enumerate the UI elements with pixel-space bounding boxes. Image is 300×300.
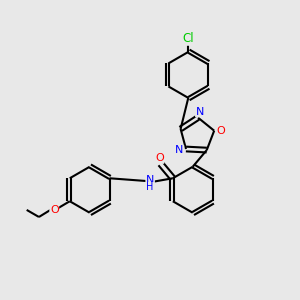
Text: O: O — [216, 126, 225, 136]
Text: Cl: Cl — [182, 32, 194, 45]
Text: N: N — [175, 146, 184, 155]
Text: O: O — [155, 153, 164, 163]
Text: N: N — [196, 107, 204, 117]
Text: H: H — [146, 182, 154, 193]
Text: O: O — [50, 205, 58, 215]
Text: N: N — [146, 175, 154, 185]
